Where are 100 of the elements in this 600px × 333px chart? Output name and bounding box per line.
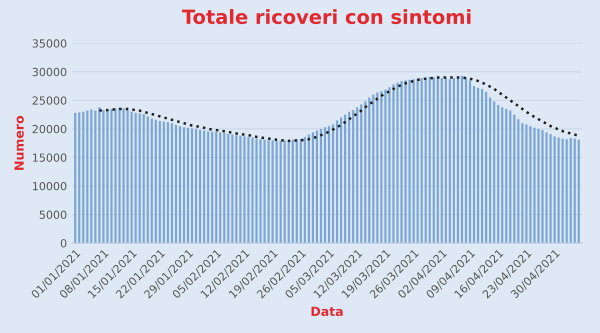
bar [400, 80, 403, 244]
bar [444, 78, 447, 244]
y-axis-title: Numero [14, 116, 24, 170]
bar [272, 140, 274, 244]
bar [219, 132, 222, 244]
bar [578, 140, 580, 244]
bar [408, 80, 411, 244]
y-tick-label: 10000 [33, 182, 66, 190]
bar [146, 116, 149, 244]
bar [276, 140, 278, 244]
bar [505, 108, 508, 244]
bar [300, 138, 302, 244]
bar [432, 78, 435, 244]
bar [74, 112, 76, 244]
bar [280, 140, 282, 244]
y-tick-label: 20000 [32, 124, 66, 134]
bar [166, 122, 169, 244]
bar [364, 102, 366, 244]
x-axis-title: Data [312, 306, 343, 316]
bar [255, 138, 258, 244]
bar [198, 130, 202, 244]
bar [154, 120, 157, 244]
bar [235, 135, 238, 244]
bar [186, 128, 190, 244]
bar [158, 120, 161, 244]
bar [368, 98, 370, 244]
bar [440, 78, 443, 244]
bar [525, 124, 528, 244]
chart-title: Totale ricoveri con sintomi [182, 9, 470, 24]
bar [574, 138, 576, 244]
bar [468, 80, 472, 244]
bar [513, 114, 516, 244]
bar [259, 139, 262, 244]
bar [223, 132, 226, 244]
bar [324, 127, 326, 244]
bar [239, 136, 242, 244]
bar [529, 126, 532, 244]
bar [284, 140, 286, 244]
bar [267, 140, 270, 244]
bar [562, 138, 564, 244]
bar [396, 82, 399, 244]
bar [312, 132, 314, 244]
bar [472, 86, 476, 244]
bar [211, 132, 214, 244]
bar [360, 104, 362, 244]
bar [215, 132, 218, 244]
bar [497, 104, 500, 244]
bar [340, 118, 342, 244]
bar [190, 128, 194, 244]
bar [460, 76, 464, 244]
bar [174, 124, 178, 244]
bar [134, 112, 137, 244]
bar [126, 110, 129, 244]
bar [247, 136, 250, 244]
bar [537, 128, 540, 244]
bar [288, 140, 290, 244]
y-tick-label: 35000 [32, 39, 66, 48]
y-tick-label: 5000 [40, 210, 66, 219]
bar [142, 114, 145, 244]
bar [566, 139, 568, 244]
bar [231, 134, 234, 244]
y-tick-label: 30000 [32, 68, 66, 76]
bar [122, 108, 125, 244]
bar [541, 130, 544, 244]
bar [533, 128, 536, 244]
bar [227, 134, 230, 244]
bar [296, 139, 298, 244]
bar [384, 90, 387, 244]
bar [489, 98, 492, 244]
bar [130, 112, 133, 244]
bar [509, 110, 512, 244]
bar [448, 79, 451, 244]
bar [336, 120, 338, 244]
bar [304, 136, 306, 244]
bar [150, 118, 153, 244]
bar [292, 140, 294, 244]
bar [420, 78, 423, 244]
bar [372, 94, 374, 244]
bar [86, 110, 88, 244]
bar [428, 76, 431, 244]
bar [102, 110, 105, 244]
bar [376, 92, 378, 244]
bar [521, 123, 524, 244]
bar [94, 110, 96, 244]
bar [452, 78, 456, 244]
bar [356, 107, 358, 244]
bar [203, 130, 206, 244]
bar [162, 121, 165, 244]
bar [493, 102, 496, 244]
bar [207, 131, 210, 244]
bar [138, 114, 141, 244]
bar [251, 137, 254, 244]
bar [194, 128, 198, 244]
bar [178, 126, 182, 244]
bar [485, 92, 488, 244]
bar [549, 134, 552, 244]
bar [480, 88, 484, 244]
bar [90, 110, 92, 244]
bar [558, 137, 560, 244]
bar [243, 136, 246, 244]
